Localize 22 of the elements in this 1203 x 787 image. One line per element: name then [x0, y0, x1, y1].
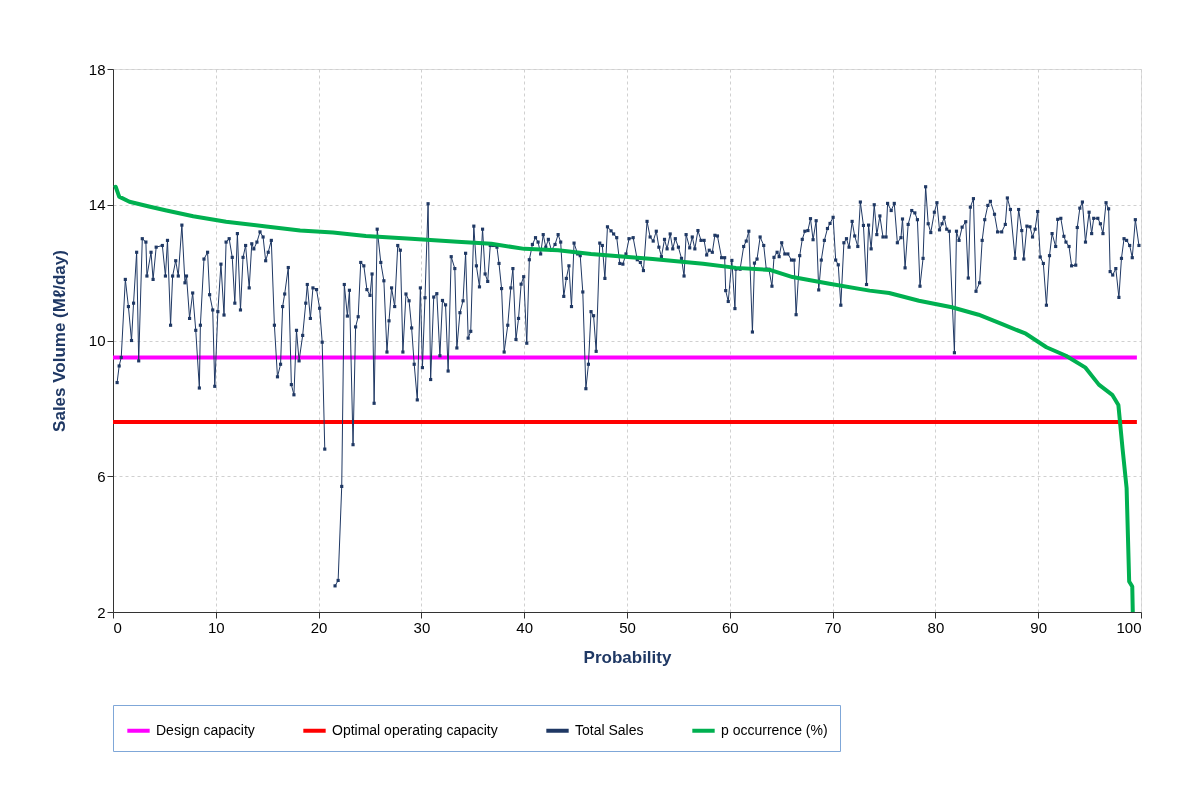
x-tick-label: 100 — [1116, 618, 1142, 636]
y-tick-label: 18 — [88, 60, 106, 78]
x-tick-label: 40 — [516, 618, 534, 636]
y-tick-label: 6 — [97, 467, 106, 485]
x-tick-label: 70 — [824, 618, 842, 636]
legend-label: Total Sales — [575, 721, 644, 738]
x-tick-label: 60 — [721, 618, 739, 636]
legend-label: Design capacity — [156, 721, 255, 738]
legend-label: Optimal operating capacity — [332, 721, 498, 738]
y-tick-label: 2 — [97, 603, 106, 621]
x-tick-label: 10 — [207, 618, 225, 636]
x-axis-title: Probability — [583, 647, 672, 667]
x-tick-label: 0 — [113, 618, 122, 636]
legend-label: p occurrence (%) — [721, 721, 828, 738]
y-tick-label: 10 — [88, 332, 106, 349]
y-axis-title: Sales Volume (Mℓ/day) — [49, 250, 69, 432]
y-tick-label: 14 — [88, 196, 106, 214]
x-tick-label: 20 — [310, 618, 328, 636]
x-tick-label: 50 — [619, 618, 636, 636]
x-tick-label: 30 — [413, 618, 431, 636]
x-tick-label: 90 — [1030, 618, 1048, 636]
x-tick-label: 80 — [927, 618, 945, 636]
